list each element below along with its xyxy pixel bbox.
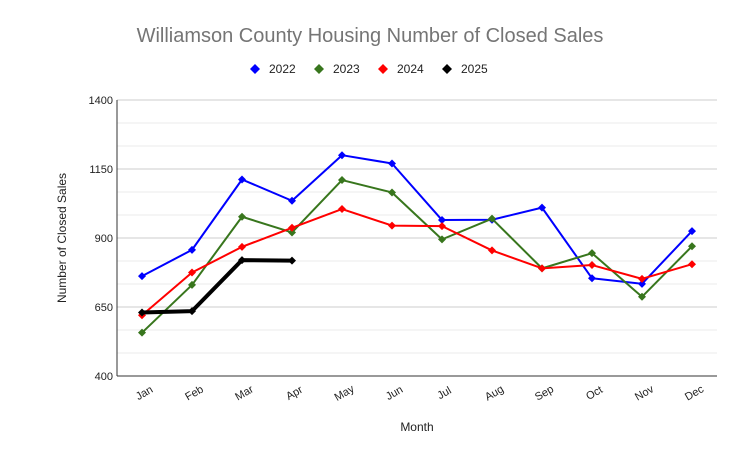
x-tick-label: Jun (384, 384, 405, 403)
x-tick-label: Apr (284, 384, 305, 403)
data-point (188, 280, 196, 289)
y-tick-label: 650 (95, 302, 113, 314)
legend-marker (378, 64, 388, 74)
legend-label: 2022 (269, 62, 296, 76)
data-point (588, 274, 596, 283)
series-line-2025 (141, 258, 293, 315)
data-point (488, 246, 496, 255)
legend-marker (442, 64, 452, 74)
data-point (188, 268, 196, 277)
data-point (388, 188, 396, 197)
x-tick-label: Nov (633, 383, 656, 403)
series-2025 (138, 256, 296, 317)
x-tick-label: Feb (183, 383, 205, 403)
y-tick-label: 400 (95, 371, 113, 383)
data-point (588, 249, 596, 258)
x-tick-label: May (333, 383, 357, 404)
x-axis-ticks: Jan Feb Mar Apr May Jun Jul Aug Sep Oct Nov Dec (134, 383, 707, 404)
x-tick-label: Mar (233, 383, 256, 403)
data-point (288, 256, 296, 265)
legend-label: 2023 (333, 62, 360, 76)
legend-marker (250, 64, 260, 74)
x-tick-label: Dec (683, 383, 706, 403)
y-axis-ticks: 400 650 900 1150 1400 (89, 95, 113, 383)
data-point (288, 228, 296, 237)
x-axis-label: Month (400, 420, 433, 434)
data-point (238, 256, 246, 265)
data-point (188, 307, 196, 316)
data-point (488, 214, 496, 223)
data-point (438, 235, 446, 244)
data-point (238, 175, 246, 184)
data-point (638, 292, 646, 301)
data-point (438, 216, 446, 225)
x-tick-label: Oct (584, 384, 605, 403)
data-point (588, 261, 596, 270)
data-point (338, 176, 346, 185)
y-tick-label: 1150 (89, 164, 113, 176)
data-point (388, 221, 396, 230)
legend-item-2022: 2022 (250, 62, 296, 76)
legend: 2022 2023 2024 2025 (250, 62, 488, 76)
data-point (288, 196, 296, 205)
y-axis-label: Number of Closed Sales (55, 173, 69, 303)
data-point (438, 222, 446, 231)
gridlines (116, 99, 717, 377)
data-point (138, 308, 146, 317)
legend-item-2024: 2024 (378, 62, 424, 76)
series-2023 (138, 176, 696, 337)
data-point (688, 227, 696, 236)
chart-title: Williamson County Housing Number of Clos… (137, 25, 604, 47)
data-point (188, 245, 196, 254)
series-line-2023 (141, 179, 693, 334)
data-point (138, 272, 146, 281)
legend-item-2023: 2023 (314, 62, 360, 76)
series-line-2022 (141, 154, 693, 285)
data-point (138, 328, 146, 337)
x-tick-label: Jul (435, 385, 453, 402)
data-point (288, 223, 296, 232)
series-2024 (138, 205, 696, 320)
data-point (538, 264, 546, 273)
data-point (638, 279, 646, 288)
data-point (688, 260, 696, 269)
data-point (338, 151, 346, 160)
data-point (338, 205, 346, 214)
data-point (238, 212, 246, 221)
y-tick-label: 1400 (89, 95, 113, 107)
series-layer (138, 151, 696, 337)
legend-label: 2025 (461, 62, 488, 76)
legend-label: 2024 (397, 62, 424, 76)
x-tick-label: Aug (483, 383, 506, 403)
legend-item-2025: 2025 (442, 62, 488, 76)
data-point (638, 274, 646, 283)
data-point (538, 203, 546, 212)
data-point (388, 159, 396, 168)
y-tick-label: 900 (95, 233, 113, 245)
legend-marker (314, 64, 324, 74)
x-tick-label: Sep (533, 383, 556, 403)
series-line-2024 (141, 208, 693, 317)
series-2022 (138, 151, 696, 288)
data-point (688, 242, 696, 251)
x-tick-label: Jan (134, 384, 155, 403)
data-point (238, 242, 246, 251)
